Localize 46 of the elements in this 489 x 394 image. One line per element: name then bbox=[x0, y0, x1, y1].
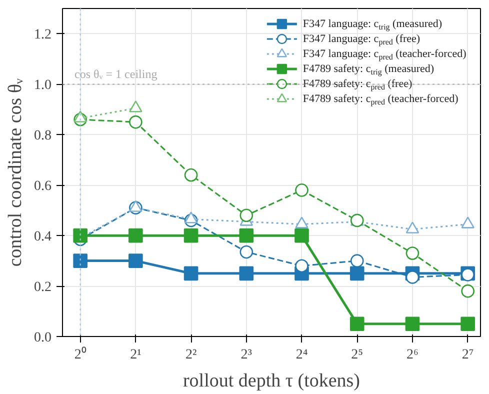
x-axis-title: rollout depth τ (tokens) bbox=[182, 370, 360, 392]
x-tick-label: 2⁵ bbox=[351, 348, 364, 362]
x-tick-label: 2² bbox=[185, 348, 197, 362]
point bbox=[406, 222, 420, 234]
point bbox=[295, 259, 308, 272]
point bbox=[461, 216, 474, 228]
x-tick-label: 2⁷ bbox=[462, 348, 474, 362]
point bbox=[184, 212, 198, 224]
point bbox=[294, 228, 309, 243]
point bbox=[240, 208, 254, 222]
point bbox=[405, 316, 420, 332]
point bbox=[461, 284, 474, 298]
point bbox=[184, 168, 198, 182]
point bbox=[184, 228, 198, 243]
point bbox=[239, 266, 254, 281]
point bbox=[295, 184, 308, 197]
point bbox=[350, 266, 364, 281]
point bbox=[350, 316, 364, 332]
point bbox=[239, 228, 254, 243]
point bbox=[406, 270, 420, 284]
point bbox=[73, 254, 88, 268]
ref-line-label: cos θᵥ = 1 ceiling bbox=[74, 67, 158, 82]
y-tick-label: 0.8 bbox=[34, 128, 52, 144]
point bbox=[406, 246, 420, 260]
point bbox=[350, 254, 364, 268]
point bbox=[128, 254, 143, 268]
y-tick-label: 0.2 bbox=[34, 280, 52, 296]
point bbox=[460, 316, 475, 332]
point bbox=[73, 228, 88, 243]
y-tick-label: 1.0 bbox=[34, 78, 52, 94]
point bbox=[184, 266, 198, 281]
x-tick-label: 2⁴ bbox=[296, 348, 308, 362]
x-tick-label: 2¹ bbox=[130, 348, 142, 362]
x-tick-label: 2⁰ bbox=[74, 346, 86, 362]
point bbox=[240, 245, 254, 259]
y-tick-label: 0.0 bbox=[34, 330, 52, 346]
y-tick-label: 0.4 bbox=[34, 230, 52, 245]
point bbox=[129, 115, 142, 129]
point bbox=[129, 200, 142, 212]
x-tick-label: 2⁶ bbox=[406, 348, 419, 362]
point bbox=[128, 228, 143, 243]
y-tick-label: 0.6 bbox=[34, 179, 52, 194]
point bbox=[295, 216, 308, 228]
y-tick-label: 1.2 bbox=[34, 28, 52, 43]
y-axis-title: control coordinate cos θᵥ bbox=[5, 78, 26, 267]
x-tick-label: 2³ bbox=[240, 348, 252, 362]
